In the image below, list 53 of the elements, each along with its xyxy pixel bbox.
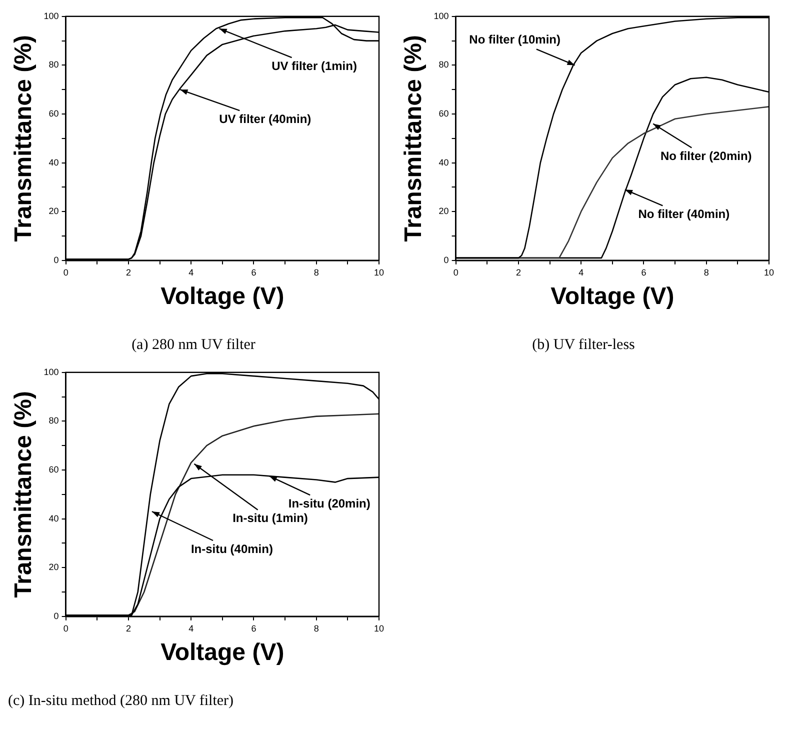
y-tick-label: 100 [44, 366, 59, 377]
x-axis-title: Voltage (V) [160, 283, 284, 310]
x-axis-title: Voltage (V) [160, 639, 284, 666]
y-tick-label: 40 [48, 157, 59, 168]
x-tick-label: 8 [314, 267, 319, 278]
y-axis-title: Transmittance (%) [400, 35, 428, 242]
x-tick-label: 0 [63, 267, 68, 278]
annotation: No filter (40min) [638, 206, 730, 221]
x-tick-label: 10 [374, 623, 384, 634]
y-tick-label: 20 [438, 206, 449, 216]
annotation: No filter (20min) [660, 149, 752, 164]
x-tick-label: 4 [188, 267, 194, 278]
x-tick-label: 0 [63, 623, 68, 634]
x-tick-label: 2 [516, 267, 521, 278]
y-tick-label: 100 [44, 10, 59, 21]
x-tick-label: 2 [126, 623, 131, 634]
y-tick-label: 40 [438, 157, 449, 168]
x-tick-label: 6 [251, 267, 256, 278]
x-tick-label: 6 [251, 623, 256, 634]
text: (c) In-situ method (280 nm UV filter) [8, 692, 234, 709]
y-tick-label: 60 [438, 108, 449, 118]
annotation: In-situ (1min) [232, 511, 308, 526]
y-tick-label: 100 [434, 10, 449, 21]
x-tick-label: 10 [764, 267, 774, 278]
y-tick-label: 0 [54, 254, 59, 265]
x-tick-label: 2 [126, 267, 131, 278]
annotation: UV filter (40min) [219, 112, 312, 126]
y-axis-title: Transmittance (%) [10, 391, 38, 598]
annotation: No filter (10min) [469, 32, 560, 47]
y-tick-label: 60 [48, 464, 59, 474]
y-tick-label: 40 [48, 513, 59, 524]
y-tick-label: 0 [54, 610, 59, 621]
y-tick-label: 20 [48, 206, 59, 216]
y-tick-label: 60 [48, 108, 59, 118]
annotation: UV filter (1min) [272, 58, 357, 73]
x-tick-label: 4 [578, 267, 584, 278]
y-tick-label: 80 [48, 60, 59, 70]
x-axis-title: Voltage (V) [550, 283, 674, 310]
annotation: In-situ (40min) [190, 542, 273, 556]
x-tick-label: 10 [374, 267, 384, 278]
text: (b) UV filter-less [532, 336, 636, 353]
y-tick-label: 80 [48, 416, 59, 426]
x-tick-label: 8 [704, 267, 709, 278]
text: (a) 280 nm UV filter [132, 336, 256, 353]
x-tick-label: 6 [641, 267, 646, 278]
y-tick-label: 0 [444, 254, 449, 265]
annotation: In-situ (20min) [288, 496, 370, 510]
x-tick-label: 0 [453, 267, 458, 278]
y-axis-title: Transmittance (%) [10, 35, 38, 242]
y-tick-label: 80 [438, 60, 449, 70]
x-tick-label: 8 [314, 623, 319, 634]
y-tick-label: 20 [48, 562, 59, 572]
x-tick-label: 4 [188, 623, 194, 634]
